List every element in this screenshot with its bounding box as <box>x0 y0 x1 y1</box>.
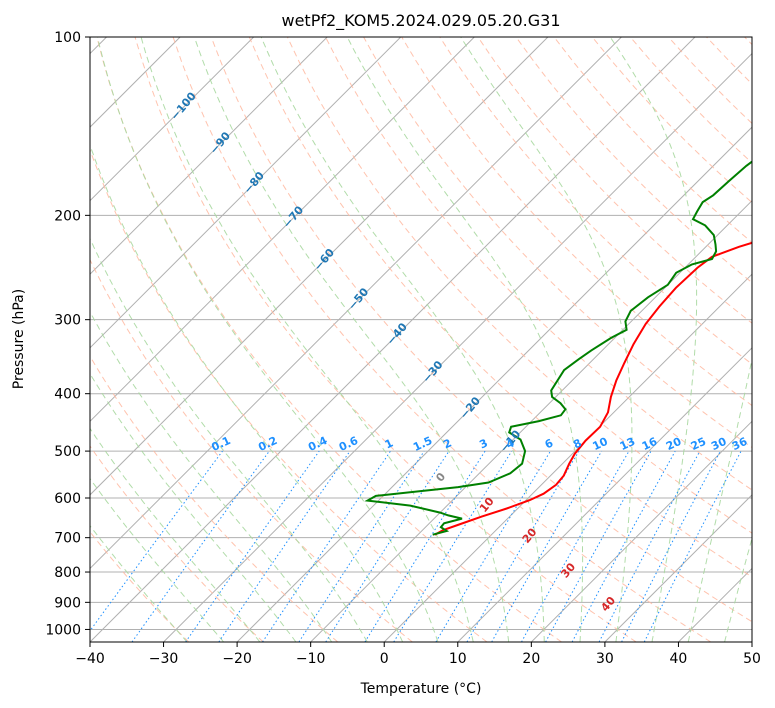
moist-adiabat-line <box>90 477 224 642</box>
isotherm-gridline <box>604 494 752 642</box>
moist-adiabat-line <box>90 427 261 642</box>
temperature-profile-line <box>434 241 752 536</box>
mixing-ratio-line <box>90 450 223 632</box>
moist-adiabat-line <box>460 37 633 642</box>
isotherm-gridline <box>457 347 752 642</box>
moist-adiabat-line <box>724 536 752 642</box>
isotherm-gridline <box>90 37 622 570</box>
moist-adiabat-line <box>193 37 510 642</box>
mixing-ratio-label: 36 <box>730 435 750 453</box>
y-tick-label: 900 <box>54 595 81 611</box>
y-tick-label: 200 <box>54 208 81 224</box>
isotherm-gridline <box>236 126 752 642</box>
isotherm-gridline <box>90 37 255 202</box>
moist-adiabat-line <box>260 37 545 642</box>
dewpoint-profile-line <box>364 160 752 536</box>
dry-adiabat-line <box>96 37 562 642</box>
x-tick-label: 50 <box>743 651 761 667</box>
moist-adiabat-line <box>90 372 297 642</box>
moist-adiabats <box>90 37 752 642</box>
isotherm-gridline <box>90 37 402 349</box>
mixing-ratio-label: 25 <box>689 435 708 453</box>
isotherm-gridline <box>90 37 549 496</box>
moist-adiabat-line <box>90 524 188 642</box>
moist-adiabat-line <box>346 37 584 642</box>
moist-adiabat-line <box>609 37 698 642</box>
y-tick-label: 100 <box>54 30 81 46</box>
mixing-ratio-line <box>545 450 652 642</box>
mixing-ratio-line <box>643 450 742 642</box>
mixing-ratio-line <box>218 450 351 642</box>
y-tick-label: 700 <box>54 531 81 547</box>
moist-adiabat-line <box>90 237 368 642</box>
y-tick-label: 1000 <box>45 622 81 638</box>
axis-ticks: −40 −30 −20 −10 0 10 20 30 40 50 100 200 300 400 500 60… <box>45 30 761 667</box>
mixing-ratio-line <box>521 450 630 642</box>
dry-adiabat-line <box>90 258 413 642</box>
moist-adiabat-line <box>140 37 474 642</box>
x-tick-label: 10 <box>449 651 467 667</box>
x-tick-label: 20 <box>522 651 540 667</box>
moist-adiabat-line <box>90 310 333 642</box>
mixing-ratio-line <box>131 450 270 642</box>
x-tick-label: −40 <box>75 651 105 667</box>
y-tick-label: 300 <box>54 313 81 329</box>
x-axis-label: Temperature (°C) <box>360 681 482 697</box>
dry-adiabat-line <box>134 37 637 642</box>
x-tick-label: 0 <box>380 651 389 667</box>
dry-adiabat-line <box>90 445 264 642</box>
profile-series <box>364 160 752 536</box>
mixing-ratio-line <box>571 450 676 642</box>
dry-adiabats <box>90 37 752 642</box>
dry-adiabat-line <box>90 355 339 642</box>
dry-adiabat-line <box>325 37 752 491</box>
mixing-ratio-label: 20 <box>664 435 684 453</box>
mixing-ratio-label: 30 <box>709 435 729 453</box>
isotherm-gridline <box>383 273 752 642</box>
mixing-ratio-label: 10 <box>590 435 610 453</box>
x-tick-label: −20 <box>222 651 252 667</box>
mixing-ratio-line <box>393 450 513 642</box>
chart-title: wetPf2_KOM5.2024.029.05.20.G31 <box>281 11 560 31</box>
x-tick-label: −30 <box>149 651 179 667</box>
moist-adiabat-line <box>687 356 752 642</box>
dry-adiabat-line <box>210 37 752 623</box>
x-tick-label: −10 <box>296 651 326 667</box>
mixing-ratio-label: 16 <box>640 435 660 453</box>
mixing-ratio-label: 13 <box>618 435 637 453</box>
y-tick-label: 500 <box>54 444 81 460</box>
mixing-ratio-line <box>262 450 391 642</box>
y-tick-label: 400 <box>54 387 81 403</box>
plot-frame <box>89 36 753 643</box>
dry-adiabat-line <box>172 37 712 642</box>
moist-adiabat-line <box>97 37 439 642</box>
isotherm-gridline <box>90 37 696 642</box>
isotherm-gridline <box>90 37 328 275</box>
x-tick-label: 30 <box>596 651 614 667</box>
y-axis-label: Pressure (hPa) <box>11 289 27 389</box>
mixing-ratio-line <box>325 450 450 642</box>
mixing-ratio-line <box>185 450 320 642</box>
y-tick-label: 600 <box>54 491 81 507</box>
isobar-gridlines <box>90 37 752 630</box>
dry-adiabat-line <box>248 37 752 578</box>
isotherm-gridline <box>530 420 752 642</box>
x-tick-label: 40 <box>670 651 688 667</box>
isotherm-gridline <box>90 37 475 423</box>
moist-adiabat-line <box>90 143 404 642</box>
dry-adiabat-line <box>286 37 752 534</box>
y-tick-label: 800 <box>54 565 81 581</box>
